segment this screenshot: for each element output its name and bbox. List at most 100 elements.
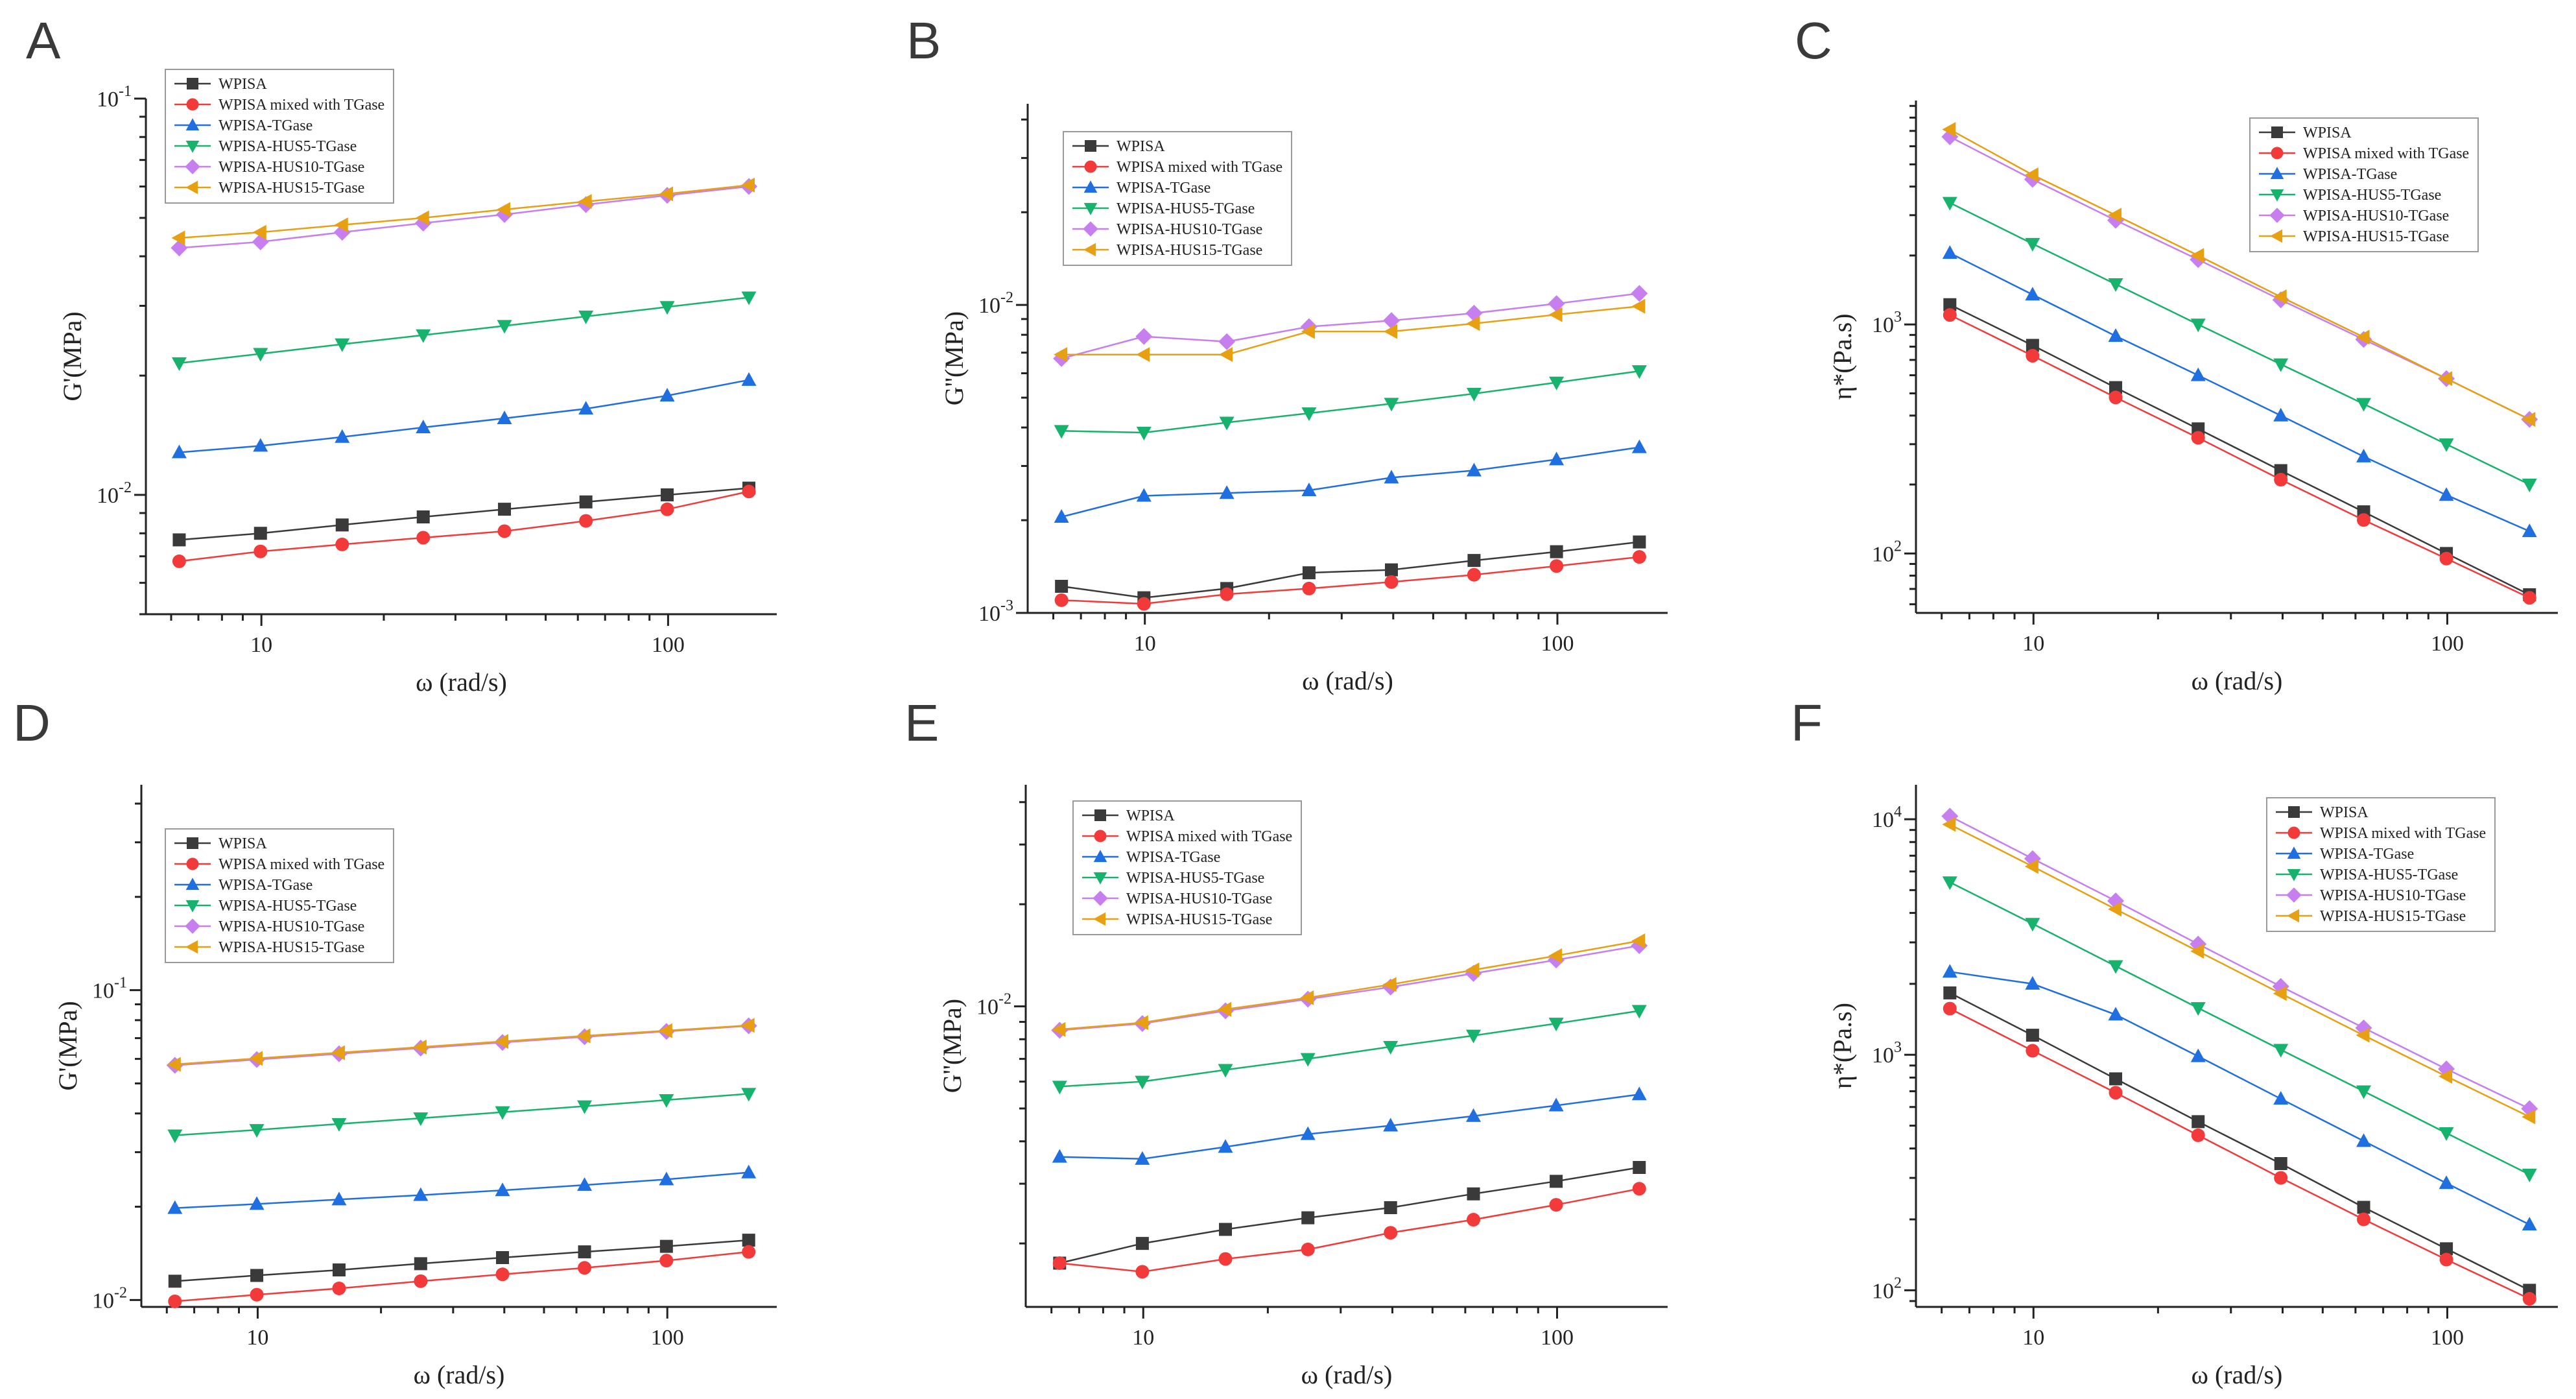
data-point [168,1274,182,1288]
data-point [1219,416,1235,431]
series-0 [168,1234,755,1288]
data-point [1548,295,1565,313]
data-point [335,338,350,352]
legend-label: WPISA-HUS15-TGase [219,180,364,197]
data-point [416,329,431,343]
data-point [2356,448,2372,462]
data-point [1467,1187,1480,1201]
data-point [1550,559,1564,573]
data-point [1136,427,1152,441]
data-point [2108,328,2123,342]
data-point [1550,545,1563,558]
legend-label: WPISA-HUS10-TGase [1126,891,1272,907]
data-point [2440,1242,2453,1256]
x-tick-label: 100 [652,633,685,657]
legend-box [165,828,394,963]
legend-label: WPISA mixed with TGase [219,97,384,114]
data-point [2190,944,2204,959]
data-point [1467,554,1481,568]
series-3 [167,1088,757,1143]
data-point [2024,167,2038,183]
data-point [332,1281,346,1295]
data-point [1054,593,1069,607]
data-point [1384,1226,1398,1240]
series-line [1949,314,2530,599]
data-point [1466,316,1480,331]
x-tick-label: 10 [250,633,272,657]
data-point [741,177,755,193]
data-point [1384,324,1398,339]
legend-label: WPISA-HUS15-TGase [1117,242,1262,259]
data-point [1631,298,1646,314]
data-point [2108,208,2122,223]
legend-label: WPISA mixed with TGase [2320,825,2486,842]
data-point [1631,439,1647,453]
data-point [2190,367,2206,381]
legend-box [1063,131,1292,266]
legend-marker [1093,891,1108,906]
data-point [659,1254,674,1268]
legend-label: WPISA-HUS5-TGase [2303,187,2441,204]
series-line [1950,971,2530,1226]
data-point [2108,960,2123,974]
data-point [1218,1064,1233,1078]
legend-marker [1083,180,1098,193]
series-1 [168,1245,756,1308]
data-point [578,1245,591,1259]
data-point [2191,1128,2205,1142]
series-line [1061,370,1640,434]
series-line [174,1024,749,1066]
series-2 [1942,245,2537,538]
data-point [413,1187,429,1201]
y-tick-label: 10-3 [978,597,1013,626]
data-point [335,518,349,532]
data-point [254,544,268,558]
legend-label: WPISA-HUS5-TGase [1126,870,1264,887]
y-tick-label: 10-2 [976,991,1011,1020]
data-point [1054,508,1069,523]
legend-marker [185,180,198,195]
x-axis-title: ω (rad/s) [416,667,507,697]
data-point [414,1274,428,1288]
legend-marker [1093,872,1107,885]
legend-marker [185,118,200,131]
data-point [742,1234,755,1247]
series-line [174,1093,749,1136]
series-2 [1054,439,1647,523]
data-point [1218,1001,1232,1017]
legend: WPISA WPISA mixed with TGase WPISA-TGase WP… [165,828,394,963]
series-line [1949,815,2530,1110]
data-point [335,429,350,443]
panel-letter: B [906,12,941,69]
legend-label: WPISA-TGase [2320,846,2414,863]
legend-label: WPISA-HUS5-TGase [219,898,357,915]
legend-marker [185,940,198,954]
series-line [174,1171,749,1209]
data-point [2439,1175,2454,1190]
series-line [1949,824,2530,1118]
data-point [1383,1118,1399,1132]
data-point [1055,579,1069,593]
data-point [172,533,186,547]
legend-marker [187,78,198,90]
data-point [1218,1252,1233,1266]
data-point [167,1200,183,1214]
data-point [741,1164,757,1178]
data-point [2522,1109,2536,1125]
data-point [1383,312,1400,329]
legend-marker [2288,806,2300,818]
legend-label: WPISA-HUS15-TGase [2320,908,2466,925]
legend-marker [1085,140,1096,152]
y-axis-title: η*(Pa.s) [1828,1003,1857,1089]
x-axis-title: ω (rad/s) [1301,1360,1393,1389]
data-point [497,320,512,334]
data-point [2026,339,2039,352]
panel-letter: D [13,694,51,752]
data-point [579,514,593,528]
data-point [413,1112,429,1127]
legend-label: WPISA-TGase [219,117,313,134]
legend-label: WPISA-TGase [1117,180,1211,197]
data-point [2273,358,2289,372]
y-tick-label: 103 [1872,309,1902,337]
